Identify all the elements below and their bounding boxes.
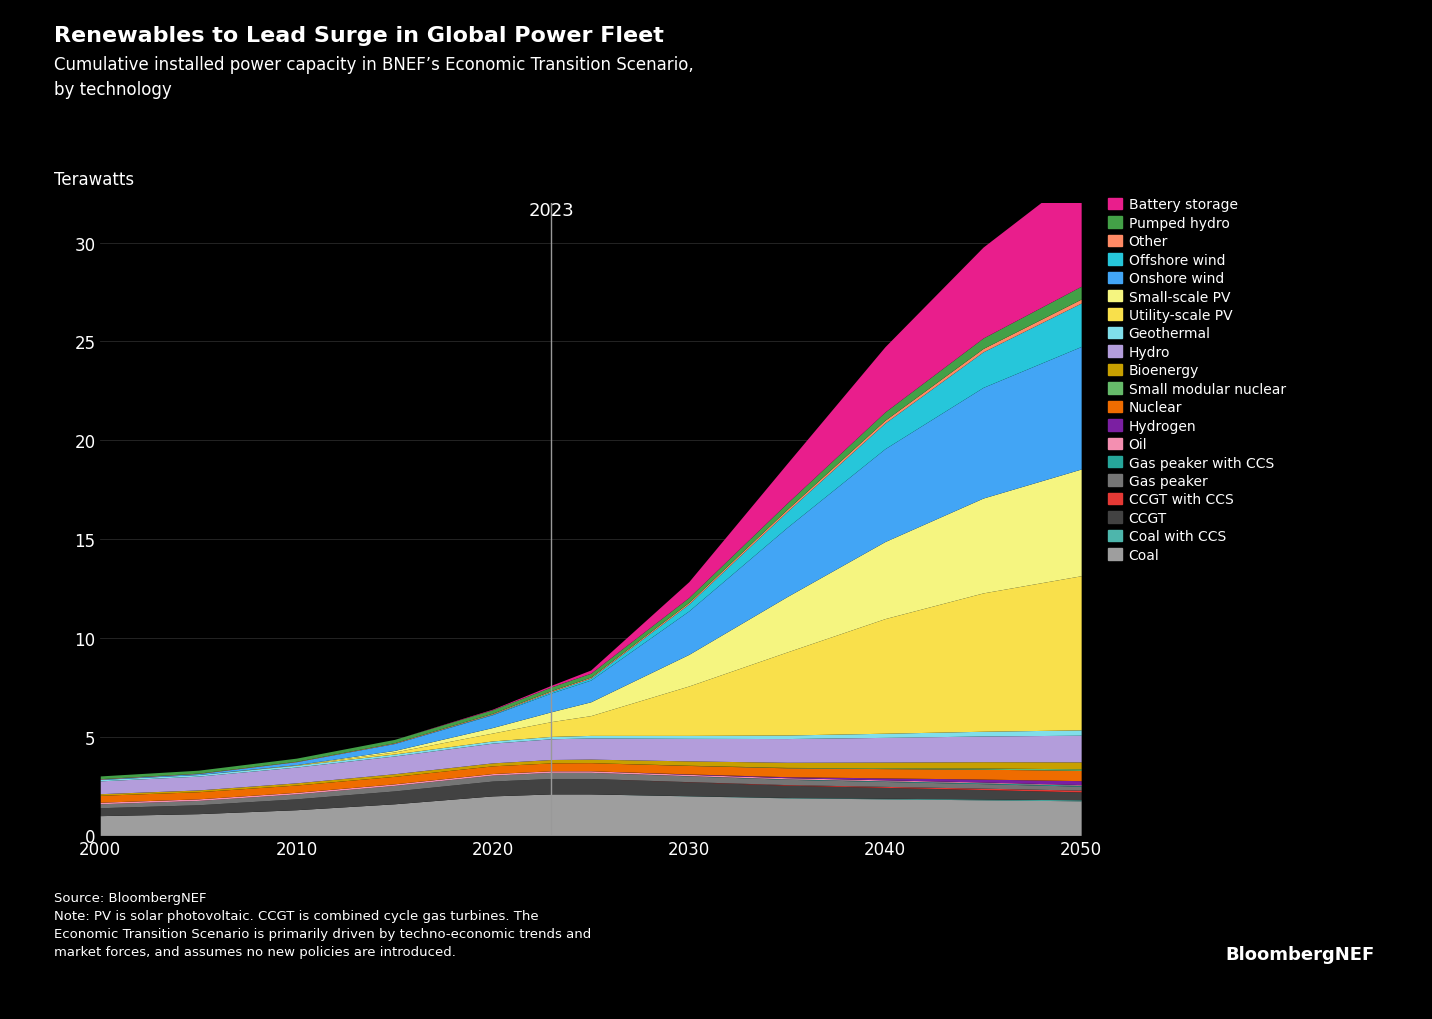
Text: Terawatts: Terawatts — [54, 170, 135, 189]
Text: Source: BloombergNEF
Note: PV is solar photovoltaic. CCGT is combined cycle gas : Source: BloombergNEF Note: PV is solar p… — [54, 892, 591, 959]
Text: 2023: 2023 — [528, 202, 574, 219]
Legend: Battery storage, Pumped hydro, Other, Offshore wind, Onshore wind, Small-scale P: Battery storage, Pumped hydro, Other, Of… — [1108, 198, 1286, 562]
Text: Cumulative installed power capacity in BNEF’s Economic Transition Scenario,
by t: Cumulative installed power capacity in B… — [54, 56, 695, 99]
Text: Renewables to Lead Surge in Global Power Fleet: Renewables to Lead Surge in Global Power… — [54, 25, 664, 46]
Text: BloombergNEF: BloombergNEF — [1226, 945, 1375, 963]
